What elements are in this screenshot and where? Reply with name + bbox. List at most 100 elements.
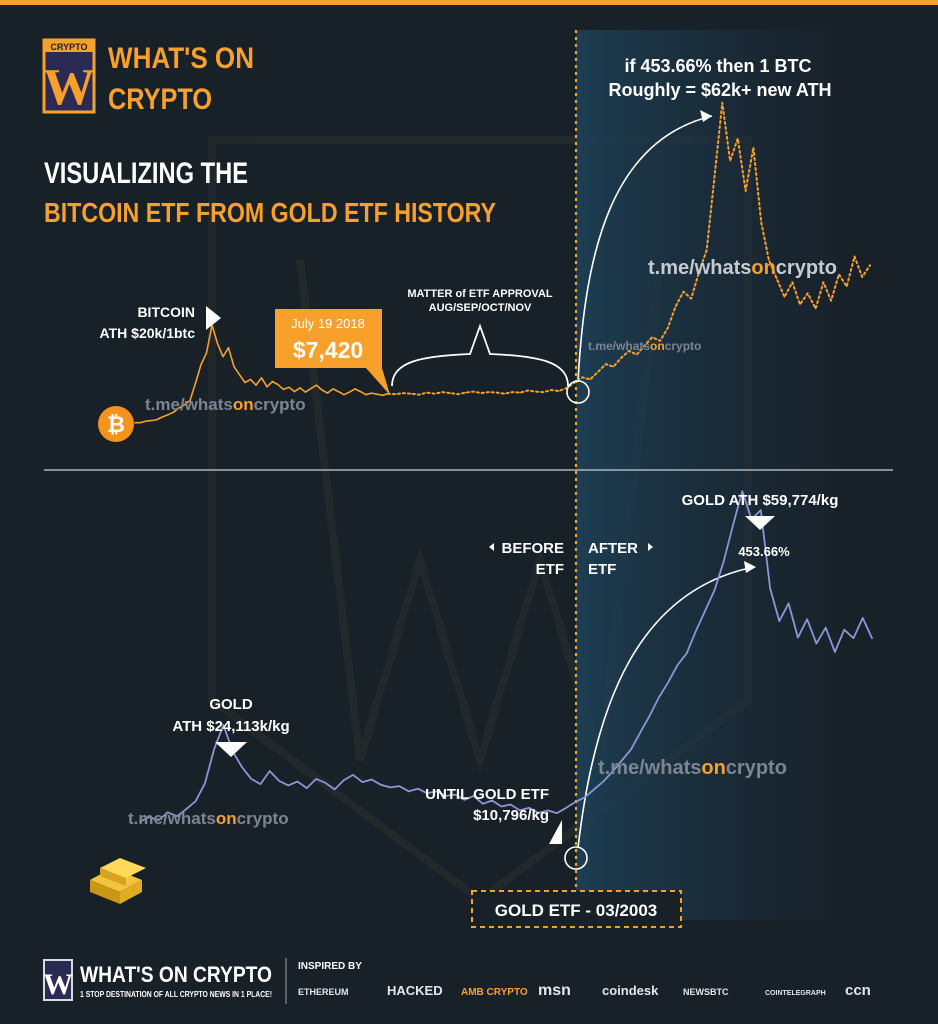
gold-price-point xyxy=(658,696,660,699)
gold-price-point xyxy=(324,782,326,784)
btc-expected-point xyxy=(457,393,459,395)
etf-matter-line1: MATTER of ETF APPROVAL xyxy=(407,288,553,300)
gold-price-point xyxy=(732,524,734,526)
btc-actual-point xyxy=(227,347,230,349)
btc-actual-point xyxy=(370,392,373,394)
watermark-post: crypto xyxy=(776,257,837,279)
gold-price-point xyxy=(185,808,187,810)
btc-actual-point xyxy=(304,391,307,393)
watermark-mid: on xyxy=(650,339,665,353)
btc-actual-point xyxy=(260,377,263,379)
btc-expected-point xyxy=(496,392,498,394)
btc-expected-point xyxy=(519,392,521,394)
gold-projection-arrow xyxy=(577,566,755,849)
gold-price-point xyxy=(574,801,577,803)
btc-expected-point xyxy=(527,389,529,392)
watermark-upper-left: t.me/whatsoncrypto xyxy=(145,395,306,414)
gold-price-point xyxy=(389,786,391,789)
gold-price-point xyxy=(704,610,706,612)
btc-expected-point xyxy=(402,392,405,394)
btc-expected-point xyxy=(869,264,871,266)
gold-price-point xyxy=(454,794,456,796)
top-accent-bar xyxy=(0,0,938,5)
gold-price-point xyxy=(815,642,818,645)
gold-price-point xyxy=(398,785,400,787)
btc-actual-point xyxy=(178,407,180,409)
btc-expected-point xyxy=(612,366,615,368)
btc-ath-label-line2: ATH $20k/1btc xyxy=(100,325,196,341)
gold-price-point xyxy=(547,809,549,812)
btc-actual-point xyxy=(249,378,252,380)
brand-monogram: W xyxy=(43,59,95,116)
gold-price-point xyxy=(343,779,345,781)
gold-price-point xyxy=(408,790,410,792)
btc-ath-pointer xyxy=(206,306,221,330)
gold-price-point xyxy=(296,780,299,783)
btc-expected-point xyxy=(729,160,731,162)
btc-actual-point xyxy=(172,411,175,413)
btc-actual-point xyxy=(189,399,191,402)
brand-title-line2: CRYPTO xyxy=(108,83,212,116)
watermark-post: crypto xyxy=(726,757,787,779)
btc-actual-point xyxy=(167,414,169,416)
brand-badge-text: CRYPTO xyxy=(50,42,87,52)
btc-actual-point xyxy=(205,352,208,354)
btc-actual-point xyxy=(288,386,290,388)
until-etf-pointer xyxy=(549,820,562,844)
btc-actual-point xyxy=(381,394,384,396)
gold-price-point xyxy=(473,795,475,797)
gold-price-point xyxy=(204,782,206,785)
gold-price-point xyxy=(148,816,150,818)
footer-brand-title: WHAT'S ON CRYPTO xyxy=(80,962,272,987)
btc-expected-point xyxy=(636,354,638,356)
btc-expected-point xyxy=(535,391,537,393)
btc-expected-point xyxy=(441,391,443,393)
watermark-mid: on xyxy=(216,809,237,828)
watermark-mid: on xyxy=(233,395,254,414)
gold-ath-percent: 453.66% xyxy=(738,544,790,559)
btc-expected-point xyxy=(465,392,467,394)
btc-expected-point xyxy=(597,371,599,373)
btc-actual-point xyxy=(277,384,279,386)
bitcoin-coin-symbol: ₿ xyxy=(107,412,125,437)
btc-actual-point xyxy=(156,419,158,421)
btc-actual-point xyxy=(326,392,329,394)
btc-expected-point xyxy=(511,391,513,393)
btc-expected-point xyxy=(846,285,848,288)
gold-price-point xyxy=(426,792,428,794)
btc-actual-point xyxy=(255,384,257,386)
btc-expected-point xyxy=(690,298,692,300)
btc-expected-point xyxy=(853,255,856,257)
btc-expected-point xyxy=(480,392,482,394)
gold-price-point xyxy=(306,787,308,789)
price-badge-date: July 19 2018 xyxy=(291,316,365,331)
btc-expected-point xyxy=(721,102,723,104)
btc-expected-point xyxy=(659,340,661,342)
footer-inspired-label: INSPIRED BY xyxy=(298,961,362,972)
btc-actual-point xyxy=(293,391,296,393)
btc-expected-point xyxy=(698,271,700,273)
gold-ath-pointer xyxy=(745,516,775,530)
btc-actual-point xyxy=(150,420,153,422)
gold-price-point xyxy=(649,715,651,717)
btc-expected-point xyxy=(449,392,451,394)
btc-expected-point xyxy=(581,376,584,378)
footer-logo xyxy=(43,959,73,1001)
gold-price-point xyxy=(463,799,465,801)
watermark-mid: on xyxy=(701,757,725,779)
gold-price-point xyxy=(695,630,697,632)
source-logo-cointelegraph: COINTELEGRAPH xyxy=(765,990,826,997)
btc-actual-point xyxy=(238,374,241,376)
btc-expected-point xyxy=(745,190,747,192)
gold-price-point xyxy=(584,796,586,798)
gold-price-point xyxy=(871,637,873,639)
btc-expected-point xyxy=(682,291,685,293)
bitcoin-coin-icon xyxy=(98,406,134,442)
gold-price-point xyxy=(213,748,215,750)
gold-price-point xyxy=(500,805,502,808)
gold-price-point xyxy=(602,780,604,783)
heading-line1: VISUALIZING THE xyxy=(44,157,248,190)
btc-expected-point xyxy=(651,336,653,338)
etf-matter-line2: AUG/SEP/OCT/NOV xyxy=(429,302,532,314)
